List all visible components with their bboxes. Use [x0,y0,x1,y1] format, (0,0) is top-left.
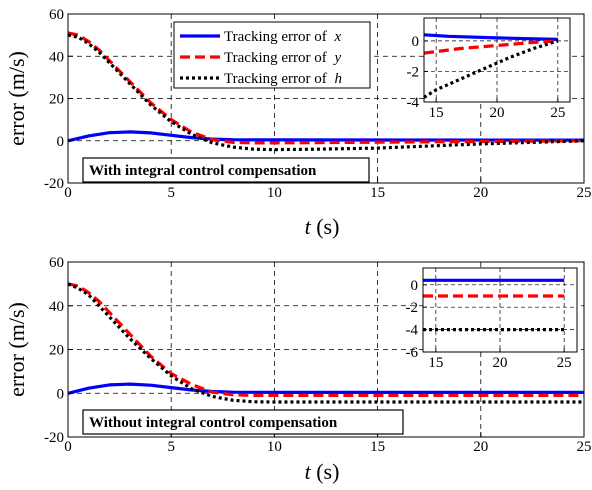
inset-series-line-x [423,33,558,41]
x-axis-label-var: t [305,459,312,484]
series-line-y [67,282,584,397]
series-line-h [67,33,585,152]
y-tick-label: 0 [57,134,65,150]
x-axis-label-var: t [305,214,312,239]
annotation-text: Without integral control compensation [89,415,338,431]
annotation-box [82,157,370,183]
inset-y-tick-label: -4 [407,95,420,111]
y-tick-label: -20 [44,176,64,192]
x-tick-label: 25 [577,185,592,201]
annotation-box [82,409,404,435]
series-line-y [67,31,585,145]
x-axis-label: t (s) [305,214,340,239]
legend-entry: Tracking error of x [224,29,342,45]
inset-series-line-y [423,39,558,55]
y-axis-label: error (m/s) [4,302,29,397]
inset-plot: 15 20 25 -6 -4 -2 0 [406,267,578,371]
inset-y-tick-label: -4 [406,323,419,339]
x-tick-label: 10 [267,439,282,455]
legend-entry-var: y [333,50,342,66]
y-tick-label: 40 [49,49,64,65]
legend-entry-text: Tracking error of [224,50,331,66]
y-tick-label: 60 [49,255,64,271]
y-tick-label: 60 [49,7,64,23]
inset-x-tick-label: 20 [490,105,505,121]
x-tick-label: 0 [64,439,72,455]
annotation-text: With integral control compensation [89,163,317,179]
inset-x-tick-label: 25 [557,355,572,371]
inset-series-line-h [423,39,559,99]
x-tick-label: 20 [473,185,488,201]
inset-plot: 15 20 25 -4 -2 0 [407,17,571,121]
legend-entry-var: x [334,29,342,45]
inset-y-tick-label: -2 [407,64,420,80]
inset-x-tick-label: 20 [493,355,508,371]
x-tick-label: 15 [370,439,385,455]
x-axis-label-unit: (s) [311,214,340,239]
y-tick-label: -20 [44,430,64,446]
x-tick-label: 0 [64,185,72,201]
series-line-h [67,282,584,404]
x-tick-label: 15 [370,185,385,201]
legend-entry-var: h [335,71,343,87]
legend-entry-text: Tracking error of [224,71,331,87]
legend-entry: Tracking error of y [224,50,342,66]
legend-entry-text: Tracking error of [224,29,331,45]
x-tick-label: 10 [267,185,282,201]
inset-x-tick-label: 15 [429,105,444,121]
inset-x-tick-label: 25 [550,105,565,121]
y-tick-label: 20 [49,343,64,359]
y-tick-label: 20 [49,92,64,108]
series-line-x [67,382,584,395]
x-tick-label: 25 [577,439,592,455]
inset-y-tick-label: -6 [406,345,419,361]
y-tick-label: 0 [57,386,65,402]
x-axis-label-unit: (s) [311,459,340,484]
y-axis-label: error (m/s) [4,51,29,146]
inset-y-tick-label: 0 [412,34,420,50]
inset-y-tick-label: 0 [411,278,419,294]
y-tick-label: 40 [49,299,64,315]
legend-entry: Tracking error of h [224,71,342,87]
inset-y-tick-label: -2 [406,300,419,316]
inset-x-tick-label: 15 [428,355,443,371]
x-tick-label: 5 [167,185,175,201]
series-line-x [67,130,585,143]
x-tick-label: 5 [167,439,175,455]
x-axis-label: t (s) [305,459,340,484]
x-tick-label: 20 [473,439,488,455]
